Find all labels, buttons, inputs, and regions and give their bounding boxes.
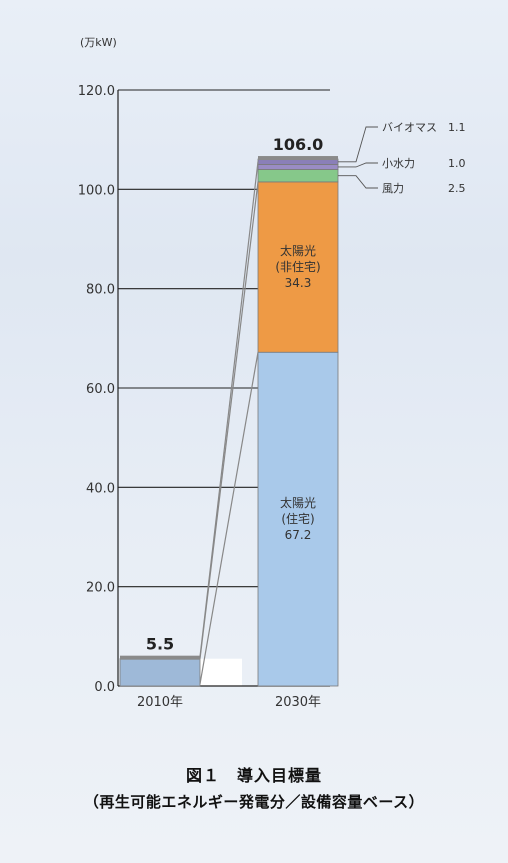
chart-area: (万kW) 0.0 20.0 40.0 60.0 80.0 100.0 120.0 2010年 5…	[78, 36, 466, 710]
connector-line	[199, 161, 259, 657]
bar-segment-nonresidential-1	[257, 181, 339, 353]
bar-cap	[120, 655, 200, 660]
y-tick-label: 100.0	[78, 183, 115, 198]
callout-leader	[338, 126, 378, 163]
y-tick-label: 0.0	[94, 680, 115, 695]
y-tick-label: 20.0	[86, 581, 115, 596]
callout-value: 2.5	[448, 182, 466, 195]
caption-subtitle: （再生可能エネルギー発電分／設備容量ベース）	[83, 793, 425, 811]
bar-segment-residential-1	[257, 351, 339, 687]
callout-value: 1.1	[448, 121, 466, 134]
bar-total-label: 5.5	[146, 635, 174, 654]
bar-total-label: 106.0	[273, 135, 324, 154]
connector-line	[199, 352, 259, 685]
segment-label: (住宅)	[281, 511, 314, 526]
segment-label: 67.2	[285, 528, 312, 542]
y-tick-label: 80.0	[86, 283, 115, 298]
bar-cap	[258, 156, 338, 161]
x-tick-label: 2010年	[137, 695, 183, 710]
callout-name: 小水力	[382, 157, 415, 170]
caption-title: 図１ 導入目標量	[185, 766, 322, 785]
bar-segment-小水力-1	[257, 164, 339, 170]
y-tick-label: 120.0	[78, 84, 115, 99]
callout-name: 風力	[382, 182, 404, 195]
segment-label: (非住宅)	[275, 259, 320, 274]
y-tick-label: 40.0	[86, 481, 115, 496]
callout-value: 1.0	[448, 157, 466, 170]
connector-line	[199, 181, 259, 659]
callout-name: バイオマス	[382, 121, 437, 134]
callout-leader	[338, 162, 378, 168]
y-unit-label: (万kW)	[80, 36, 117, 49]
stacked-bar-chart: (万kW) 0.0 20.0 40.0 60.0 80.0 100.0 120.0 2010年 5…	[78, 36, 466, 710]
segment-label: 太陽光	[280, 243, 316, 258]
x-tick-label: 2030年	[275, 695, 321, 710]
bar-segment-residential-0	[119, 658, 201, 687]
segment-label: 太陽光	[280, 495, 316, 510]
segment-label: 34.3	[285, 276, 312, 290]
bar-segment-風力-1	[257, 169, 339, 183]
y-tick-label: 60.0	[86, 382, 115, 397]
callout-leader	[338, 175, 378, 189]
bar-gap-background	[200, 658, 242, 686]
